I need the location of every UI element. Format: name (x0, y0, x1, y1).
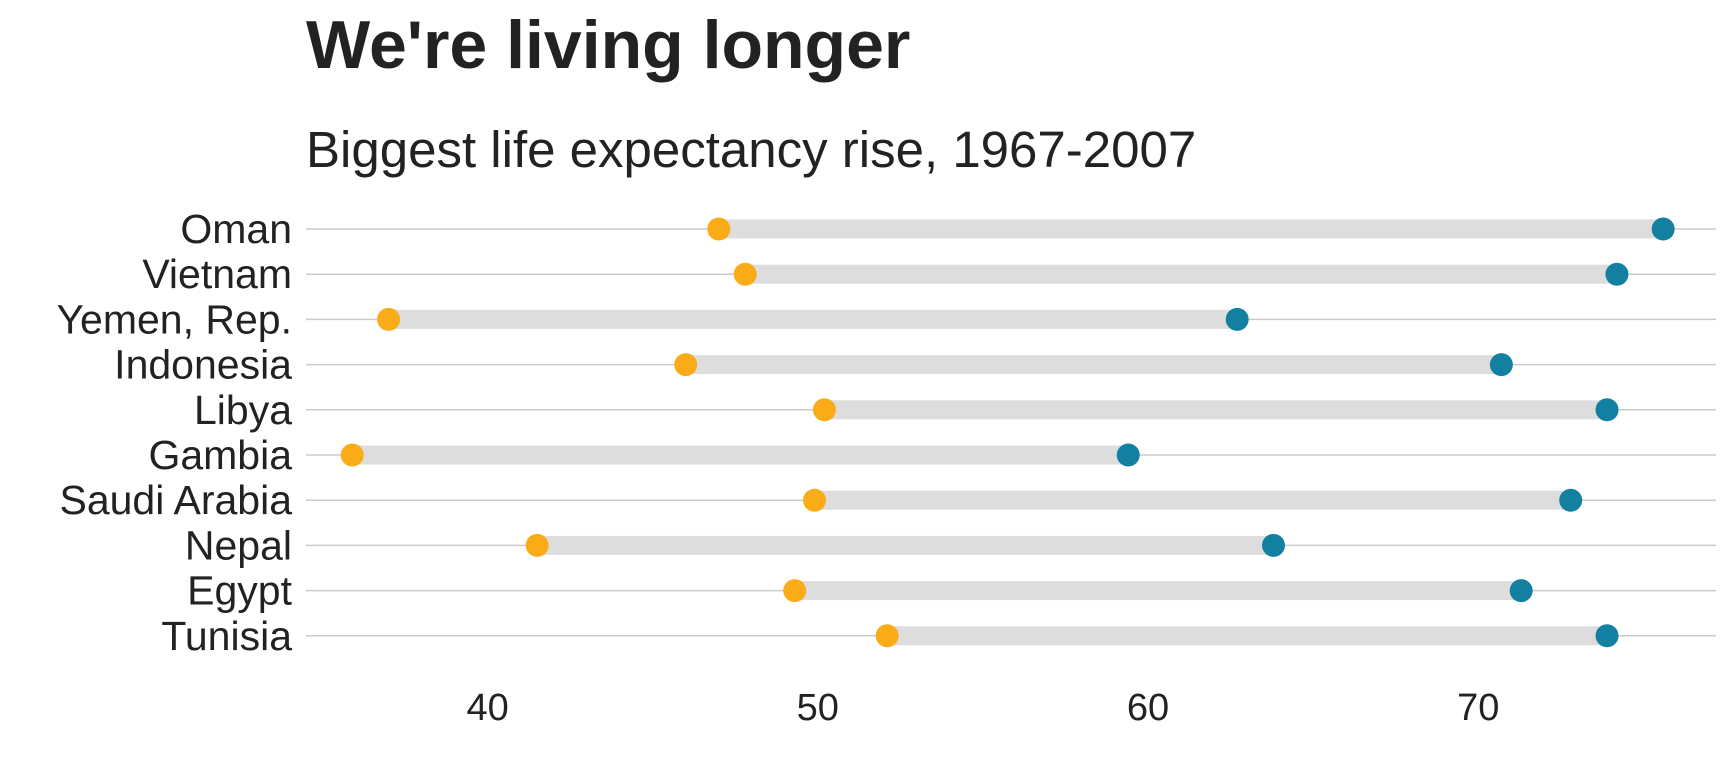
point-start-tunisia (875, 624, 899, 648)
category-label-oman: Oman (180, 206, 292, 252)
x-tick-label-50: 50 (797, 687, 839, 729)
point-end-egypt (1509, 579, 1533, 603)
category-label-saudi-arabia: Saudi Arabia (59, 477, 292, 523)
point-start-saudi-arabia (803, 488, 827, 512)
point-end-vietnam (1605, 262, 1629, 286)
x-axis-ticks: 40 50 60 70 (466, 687, 1499, 729)
point-start-yemen-rep (377, 307, 401, 331)
x-tick-label-70: 70 (1457, 687, 1499, 729)
category-label-tunisia: Tunisia (161, 613, 292, 659)
point-start-libya (812, 398, 836, 422)
point-end-yemen-rep (1225, 307, 1249, 331)
x-tick-label-60: 60 (1127, 687, 1169, 729)
point-start-indonesia (674, 353, 698, 377)
points (340, 217, 1675, 648)
point-start-nepal (525, 533, 549, 557)
point-end-libya (1595, 398, 1619, 422)
point-end-gambia (1116, 443, 1140, 467)
point-end-oman (1651, 217, 1675, 241)
point-start-gambia (340, 443, 364, 467)
category-label-vietnam: Vietnam (142, 251, 292, 297)
category-label-egypt: Egypt (187, 568, 292, 614)
category-label-indonesia: Indonesia (114, 342, 292, 388)
point-start-oman (707, 217, 731, 241)
x-tick-label-40: 40 (466, 687, 508, 729)
gridlines (306, 228, 1716, 637)
point-end-nepal (1262, 533, 1286, 557)
point-start-vietnam (733, 262, 757, 286)
point-end-saudi-arabia (1559, 488, 1583, 512)
point-end-indonesia (1489, 353, 1513, 377)
segments (352, 219, 1664, 646)
category-label-gambia: Gambia (148, 432, 292, 478)
category-label-yemen-rep: Yemen, Rep. (56, 296, 292, 342)
category-label-libya: Libya (194, 387, 292, 433)
point-end-tunisia (1595, 624, 1619, 648)
point-start-egypt (783, 579, 807, 603)
chart-title: We're living longer (306, 7, 911, 83)
chart-subtitle: Biggest life expectancy rise, 1967-2007 (306, 121, 1197, 178)
category-label-nepal: Nepal (185, 522, 292, 568)
